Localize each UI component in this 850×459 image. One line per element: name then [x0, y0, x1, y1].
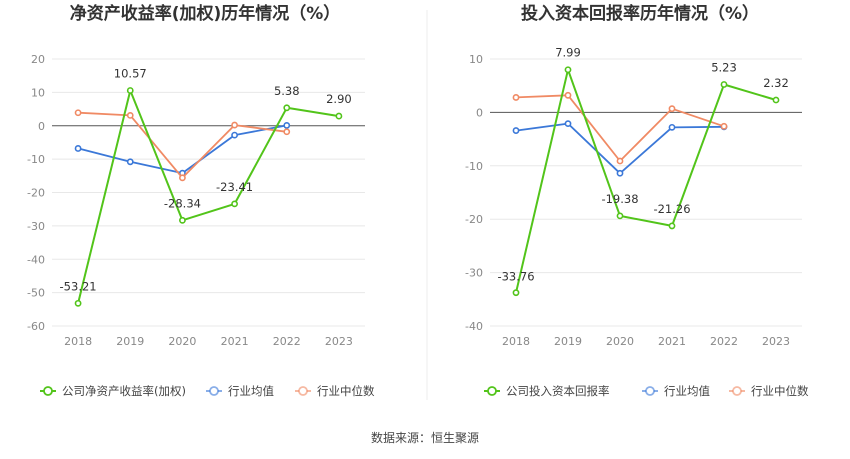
data-point	[126, 112, 134, 119]
series-line-industry-median	[78, 111, 287, 179]
series-line-industry-median	[515, 94, 725, 162]
roe-chart-panel: 净资产收益率(加权)历年情况（%） 20 10 0 -10 -20 -30 -40 -50 -60…	[27, 3, 375, 398]
series-line-company	[515, 68, 777, 293]
data-point	[564, 66, 572, 74]
data-point	[231, 121, 238, 129]
data-point	[616, 212, 624, 220]
data-point	[126, 158, 134, 166]
y-tick-label: 10	[469, 53, 483, 66]
data-point	[720, 122, 728, 130]
data-point	[231, 200, 238, 208]
legend-label: 行业中位数	[317, 384, 375, 398]
legend-marker-icon	[645, 386, 655, 396]
data-point	[720, 81, 728, 88]
legend-marker-icon	[209, 386, 219, 396]
data-label: 10.57	[114, 66, 147, 80]
legend-marker-icon	[298, 386, 308, 396]
data-point	[616, 169, 624, 177]
data-point	[74, 109, 82, 117]
data-point	[564, 120, 572, 128]
x-tick-label: 2023	[762, 335, 790, 348]
y-tick-label: -30	[27, 220, 45, 233]
data-point	[283, 104, 291, 112]
legend-label: 行业中位数	[751, 384, 809, 398]
x-tick-label: 2020	[606, 335, 634, 348]
legend-item-company: 公司净资产收益率(加权)	[40, 384, 186, 398]
data-point	[126, 87, 134, 94]
data-point	[616, 157, 624, 165]
data-source-note: 数据来源：恒生聚源	[371, 430, 479, 445]
data-point	[74, 299, 82, 307]
legend-item-company: 公司投入资本回报率	[484, 384, 610, 398]
data-point	[179, 174, 186, 182]
y-tick-label: 0	[476, 106, 483, 119]
data-label: 2.90	[326, 92, 352, 106]
legend-label: 公司投入资本回报率	[506, 384, 610, 398]
data-label: 5.23	[711, 60, 737, 74]
legend-marker-icon	[43, 386, 53, 396]
data-label: 2.32	[763, 76, 789, 90]
data-point	[512, 94, 520, 101]
y-tick-label: 0	[38, 120, 45, 133]
x-tick-label: 2023	[325, 335, 353, 348]
roic-chart-panel: 投入资本回报率历年情况（%） 10 0 -10 -20 -30 -40 2018 2019 202…	[465, 3, 809, 398]
y-tick-label: -50	[27, 287, 45, 300]
y-tick-label: -40	[27, 253, 45, 266]
y-tick-label: -40	[465, 320, 483, 333]
legend-item-industry-median: 行业中位数	[729, 384, 809, 398]
y-tick-label: -10	[27, 153, 45, 166]
y-tick-label: -60	[27, 320, 45, 333]
data-label: 7.99	[555, 46, 581, 60]
data-label: -53.21	[60, 279, 97, 293]
x-tick-label: 2021	[658, 335, 686, 348]
y-tick-label: -20	[27, 187, 45, 200]
legend-label: 行业均值	[664, 384, 710, 398]
data-point	[74, 145, 82, 152]
legend-label: 公司净资产收益率(加权)	[62, 384, 186, 398]
data-point	[668, 222, 676, 230]
data-point	[231, 131, 238, 139]
data-point	[283, 128, 291, 136]
data-label: -28.34	[164, 196, 201, 210]
legend-item-industry-median: 行业中位数	[295, 384, 375, 398]
data-point	[335, 112, 343, 120]
x-tick-label: 2022	[273, 335, 301, 348]
data-point	[668, 123, 676, 131]
data-point	[668, 105, 676, 113]
data-label: 5.38	[274, 84, 300, 98]
data-point	[283, 122, 291, 129]
data-point	[564, 91, 572, 99]
data-point	[179, 216, 186, 224]
y-tick-label: 20	[31, 53, 45, 66]
data-label: -23.41	[216, 180, 253, 194]
chart-title: 投入资本回报率历年情况（%）	[521, 3, 759, 24]
x-tick-label: 2022	[710, 335, 738, 348]
x-tick-label: 2020	[168, 335, 196, 348]
series-line-company	[77, 89, 340, 304]
y-tick-label: 10	[31, 86, 45, 99]
legend-marker-icon	[487, 386, 497, 396]
legend-item-industry-mean: 行业均值	[642, 384, 710, 398]
data-point	[512, 289, 520, 297]
data-point	[512, 127, 520, 134]
y-tick-label: -10	[465, 160, 483, 173]
data-label: -19.38	[601, 192, 638, 206]
data-point	[772, 96, 780, 104]
legend-marker-icon	[732, 386, 742, 396]
data-label: -21.26	[653, 202, 690, 216]
x-tick-label: 2018	[502, 335, 530, 348]
legend-label: 行业均值	[228, 384, 274, 398]
legend-item-industry-mean: 行业均值	[206, 384, 274, 398]
x-tick-label: 2019	[554, 335, 582, 348]
x-tick-label: 2018	[64, 335, 92, 348]
y-tick-label: -20	[465, 213, 483, 226]
x-tick-label: 2019	[116, 335, 144, 348]
x-tick-label: 2021	[221, 335, 249, 348]
data-label: -33.76	[497, 270, 534, 284]
y-tick-label: -30	[465, 267, 483, 280]
chart-title: 净资产收益率(加权)历年情况（%）	[70, 3, 341, 24]
